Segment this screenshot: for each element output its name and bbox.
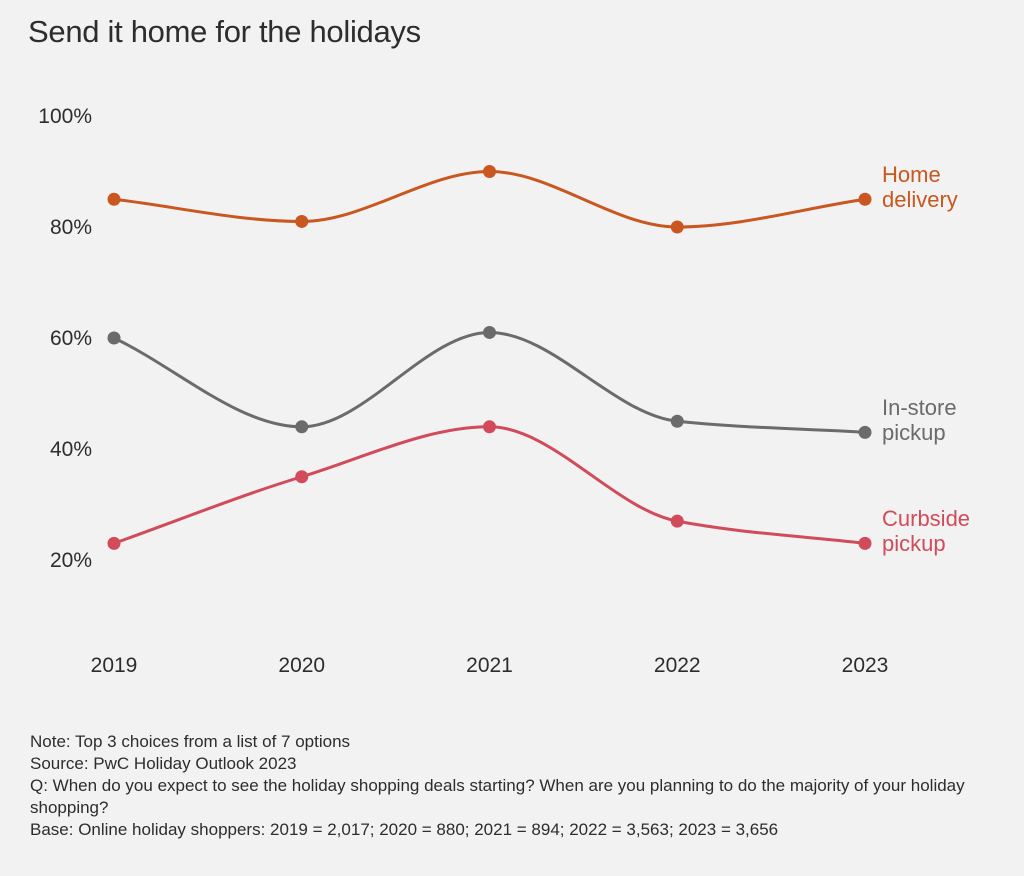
data-point-in-store-pickup-2023 (858, 425, 872, 439)
series-line-in-store-pickup (112, 330, 867, 434)
y-tick-label: 40% (50, 438, 92, 461)
series-label-in-store-pickup: In-store pickup (882, 395, 957, 445)
data-point-curbside-pickup-2021 (483, 420, 496, 434)
x-tick-label: 2020 (278, 654, 325, 677)
chart-title: Send it home for the holidays (28, 14, 421, 49)
series-label-line: In-store (882, 395, 957, 420)
data-point-curbside-pickup-2019 (107, 536, 121, 550)
data-point-in-store-pickup-2021 (483, 325, 496, 339)
data-point-home-delivery-2020 (295, 214, 309, 228)
series-label-line: Home (882, 162, 941, 187)
series-curbside-pickup (107, 420, 872, 550)
series-home-delivery (107, 165, 872, 234)
series-label-line: Curbside (882, 506, 970, 531)
series-label-curbside-pickup: Curbside pickup (882, 506, 970, 556)
x-axis: 2019 2020 2021 2022 2023 (91, 654, 889, 677)
data-point-home-delivery-2023 (858, 192, 872, 206)
series-label-line: pickup (882, 420, 946, 445)
series-in-store-pickup (107, 325, 872, 439)
x-tick-label: 2019 (91, 654, 138, 677)
y-tick-label: 80% (50, 216, 92, 239)
series-label-line: delivery (882, 187, 958, 212)
note-text: Note: Top 3 choices from a list of 7 opt… (30, 732, 351, 751)
base-text: Base: Online holiday shoppers: 2019 = 2,… (30, 820, 779, 839)
data-point-curbside-pickup-2022 (670, 514, 684, 528)
data-point-home-delivery-2019 (107, 192, 121, 206)
series-line-home-delivery (112, 169, 867, 229)
data-point-curbside-pickup-2023 (858, 536, 872, 550)
question-text: Q: When do you expect to see the holiday… (30, 776, 965, 817)
x-tick-label: 2021 (466, 654, 513, 677)
y-tick-label: 100% (38, 105, 92, 128)
series-layer (107, 165, 872, 550)
data-point-in-store-pickup-2020 (295, 420, 309, 434)
series-line-curbside-pickup (112, 425, 867, 545)
y-tick-label: 20% (50, 549, 92, 572)
data-point-home-delivery-2021 (483, 165, 496, 178)
line-chart: 20% 40% 60% 80% 100% 2019 2020 2021 2022 2023 Ho… (38, 105, 970, 677)
series-label-home-delivery: Home delivery (882, 162, 958, 212)
x-tick-label: 2023 (842, 654, 889, 677)
data-point-home-delivery-2022 (670, 220, 684, 234)
series-label-line: pickup (882, 531, 946, 556)
chart-notes: Note: Top 3 choices from a list of 7 opt… (30, 731, 990, 841)
y-tick-label: 60% (50, 327, 92, 350)
x-tick-label: 2022 (654, 654, 701, 677)
y-axis: 20% 40% 60% 80% 100% (38, 105, 92, 572)
data-point-in-store-pickup-2019 (107, 331, 121, 345)
data-point-curbside-pickup-2020 (295, 470, 309, 484)
source-text: Source: PwC Holiday Outlook 2023 (30, 754, 297, 773)
data-point-in-store-pickup-2022 (670, 414, 684, 428)
